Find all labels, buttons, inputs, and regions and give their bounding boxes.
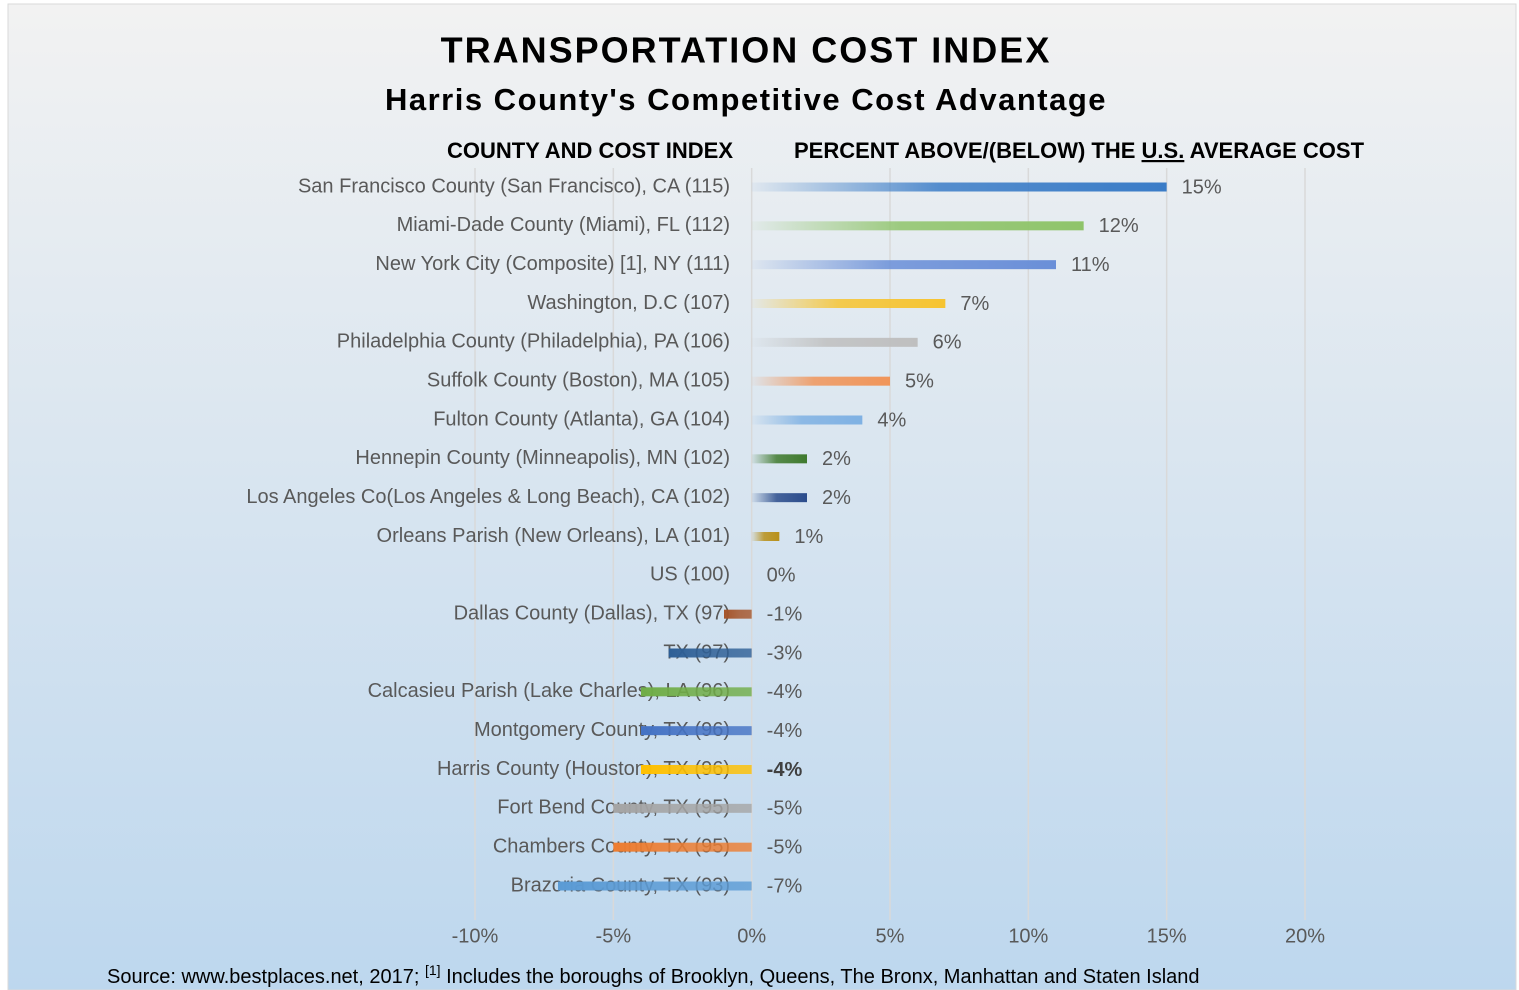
y-tick-label: Chambers County, TX (95) bbox=[493, 835, 730, 857]
data-label: 0% bbox=[767, 565, 796, 587]
y-tick-label: Harris County (Houston), TX (96) bbox=[437, 758, 730, 780]
data-label: -5% bbox=[767, 836, 803, 858]
source-part: Source: www.bestplaces.net, 2017; bbox=[107, 966, 425, 988]
y-tick-label: Philadelphia County (Philadelphia), PA (… bbox=[337, 331, 730, 353]
y-tick-label: Calcasieu Parish (Lake Charles), LA (96) bbox=[368, 680, 730, 702]
bar bbox=[668, 648, 752, 658]
x-tick-label: -5% bbox=[596, 925, 632, 947]
bar bbox=[641, 765, 752, 774]
value-header-part: PERCENT ABOVE/(BELOW) THE bbox=[794, 138, 1142, 163]
data-label: -5% bbox=[767, 798, 803, 820]
y-tick-label: Montgomery County, TX (96) bbox=[474, 719, 730, 741]
value-header: PERCENT ABOVE/(BELOW) THE U.S. AVERAGE C… bbox=[794, 138, 1365, 163]
source-part: [1] bbox=[425, 962, 441, 978]
bar bbox=[751, 454, 807, 464]
bar bbox=[751, 532, 780, 541]
chart-subtitle: Harris County's Competitive Cost Advanta… bbox=[385, 82, 1107, 117]
bar bbox=[751, 182, 1167, 192]
data-label: -3% bbox=[767, 642, 803, 664]
source-note: Source: www.bestplaces.net, 2017; [1] In… bbox=[107, 962, 1200, 989]
data-label: 2% bbox=[822, 448, 851, 470]
y-tick-label: New York City (Composite) [1], NY (111) bbox=[375, 253, 730, 275]
source-part: Includes the boroughs of Brooklyn, Queen… bbox=[441, 966, 1200, 988]
x-tick-label: 15% bbox=[1147, 925, 1187, 947]
bar bbox=[641, 687, 752, 697]
y-tick-label: Hennepin County (Minneapolis), MN (102) bbox=[355, 447, 730, 469]
data-label: 7% bbox=[960, 293, 989, 315]
y-tick-label: Orleans Parish (New Orleans), LA (101) bbox=[377, 525, 730, 547]
x-tick-label: 20% bbox=[1285, 925, 1325, 947]
y-tick-label: Suffolk County (Boston), MA (105) bbox=[427, 369, 730, 391]
data-label: 12% bbox=[1099, 215, 1139, 237]
value-header-part: AVERAGE COST bbox=[1184, 138, 1364, 163]
data-label: 4% bbox=[877, 409, 906, 431]
data-label: -4% bbox=[767, 759, 803, 781]
chart-title: TRANSPORTATION COST INDEX bbox=[441, 30, 1052, 71]
bar bbox=[613, 803, 752, 813]
data-label: 6% bbox=[933, 332, 962, 354]
bar bbox=[751, 337, 918, 347]
bar bbox=[751, 415, 863, 425]
y-tick-label: Los Angeles Co(Los Angeles & Long Beach)… bbox=[246, 486, 730, 508]
data-label: -4% bbox=[767, 720, 803, 742]
bar bbox=[751, 493, 807, 503]
value-header-part: U.S. bbox=[1142, 138, 1185, 163]
data-label: 15% bbox=[1182, 176, 1222, 198]
y-tick-label: Miami-Dade County (Miami), FL (112) bbox=[397, 214, 730, 236]
data-label: -1% bbox=[767, 603, 803, 625]
y-tick-label: Dallas County (Dallas), TX (97) bbox=[454, 602, 730, 624]
data-label: 1% bbox=[794, 526, 823, 548]
y-tick-label: US (100) bbox=[650, 564, 730, 586]
x-tick-label: 5% bbox=[876, 925, 905, 947]
bar bbox=[751, 221, 1084, 231]
bar bbox=[751, 260, 1056, 270]
x-tick-label: 10% bbox=[1008, 925, 1048, 947]
data-label: -4% bbox=[767, 681, 803, 703]
bar bbox=[751, 299, 946, 308]
bar bbox=[751, 376, 890, 386]
data-label: 2% bbox=[822, 487, 851, 509]
y-tick-label: San Francisco County (San Francisco), CA… bbox=[298, 175, 730, 197]
x-tick-label: 0% bbox=[737, 925, 766, 947]
data-label: 5% bbox=[905, 370, 934, 392]
bar bbox=[613, 842, 752, 852]
bar bbox=[558, 881, 752, 891]
data-label: -7% bbox=[767, 875, 803, 897]
data-label: 11% bbox=[1071, 254, 1110, 276]
y-tick-label: Fulton County (Atlanta), GA (104) bbox=[433, 408, 730, 430]
x-tick-label: -10% bbox=[452, 925, 499, 947]
y-tick-label: Washington, D.C (107) bbox=[527, 292, 730, 314]
bar bbox=[724, 609, 752, 619]
category-header: COUNTY AND COST INDEX bbox=[447, 138, 733, 163]
bar bbox=[641, 726, 752, 736]
